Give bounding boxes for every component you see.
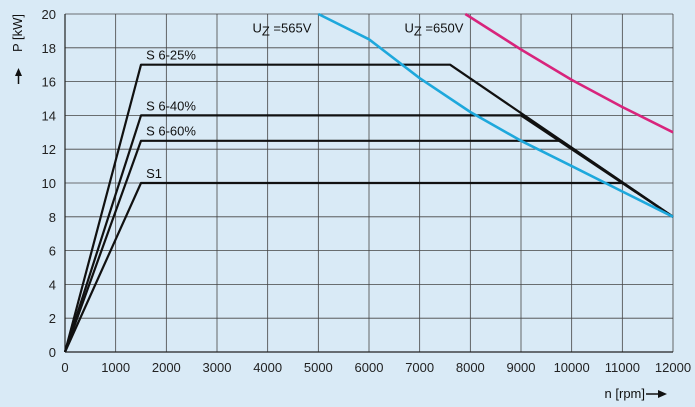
x-tick-label: 10000 xyxy=(554,360,590,375)
curve-label-symbol: U xyxy=(252,21,261,36)
y-tick-label: 0 xyxy=(49,345,56,360)
x-axis-arrow-icon xyxy=(658,390,667,398)
curve-label: S1 xyxy=(146,166,162,181)
x-tick-label: 6000 xyxy=(355,360,384,375)
curve-label: UZ =650V xyxy=(404,21,463,39)
x-tick-label: 3000 xyxy=(203,360,232,375)
curve-label: S 6-60% xyxy=(146,124,196,139)
x-tick-label: 0 xyxy=(61,360,68,375)
x-tick-label: 7000 xyxy=(405,360,434,375)
x-tick-label: 8000 xyxy=(456,360,485,375)
x-tick-label: 5000 xyxy=(304,360,333,375)
curve-label-symbol: U xyxy=(404,21,413,36)
y-tick-label: 8 xyxy=(49,210,56,225)
y-tick-label: 2 xyxy=(49,311,56,326)
series-line-s-6-60- xyxy=(63,139,674,353)
y-tick-label: 4 xyxy=(49,277,56,292)
series-line-s1 xyxy=(63,181,674,353)
x-tick-label: 12000 xyxy=(655,360,691,375)
x-axis-label: n [rpm] xyxy=(605,386,645,401)
curve-label: UZ =565V xyxy=(252,21,311,39)
y-tick-label: 12 xyxy=(42,142,56,157)
curve-label-value: =650V xyxy=(422,21,464,36)
y-tick-label: 18 xyxy=(42,41,56,56)
x-tick-label: 9000 xyxy=(507,360,536,375)
y-tick-label: 14 xyxy=(42,108,56,123)
y-tick-label: 10 xyxy=(42,176,56,191)
y-tick-label: 20 xyxy=(42,7,56,22)
x-tick-label: 11000 xyxy=(605,360,640,375)
y-tick-label: 16 xyxy=(42,75,56,90)
curve-label: S 6-40% xyxy=(146,98,196,113)
y-axis-label: P [kW] xyxy=(10,14,25,52)
x-tick-label: 2000 xyxy=(152,360,181,375)
series-line-uz-565v xyxy=(317,12,674,218)
y-tick-label: 6 xyxy=(49,244,56,259)
series-line-uz-650v xyxy=(464,12,674,134)
curve-label: S 6-25% xyxy=(146,48,196,63)
x-tick-label: 1000 xyxy=(101,360,130,375)
curve-label-value: =565V xyxy=(270,21,312,36)
curve-label-subscript: Z xyxy=(262,24,270,39)
y-axis-arrow-icon xyxy=(15,68,22,76)
curve-label-subscript: Z xyxy=(414,24,422,39)
x-tick-label: 4000 xyxy=(253,360,282,375)
